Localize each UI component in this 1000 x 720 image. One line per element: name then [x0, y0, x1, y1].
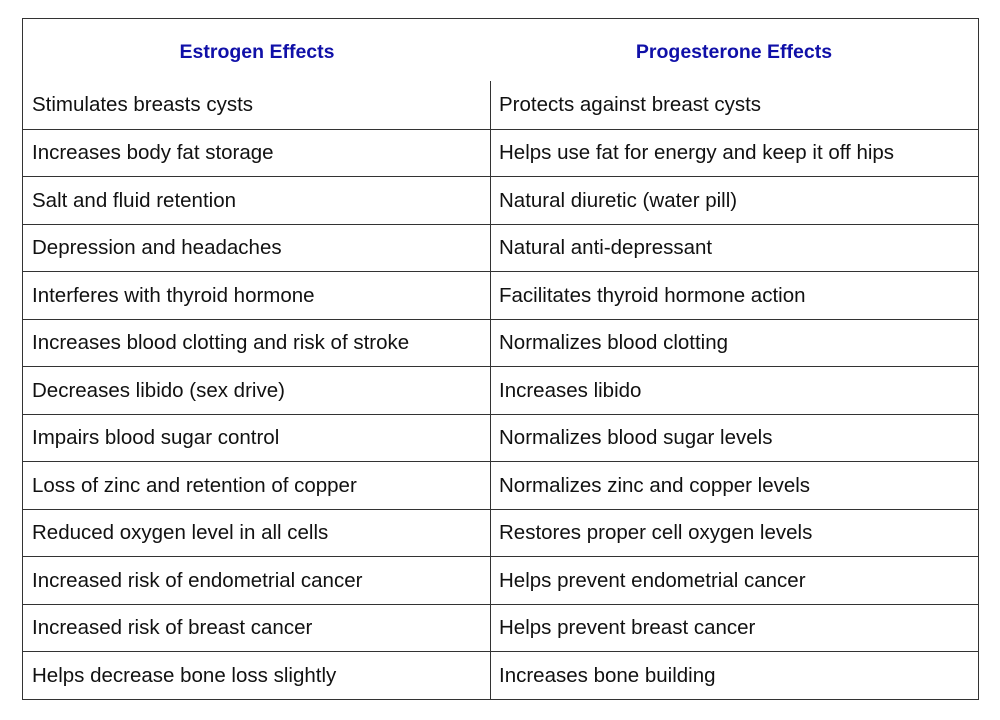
table-row: Decreases libido (sex drive) Increases l…: [23, 366, 978, 414]
header-estrogen-effects: Estrogen Effects: [179, 40, 335, 63]
table-row: Helps decrease bone loss slightly Increa…: [23, 651, 978, 699]
table-row: Salt and fluid retention Natural diureti…: [23, 176, 978, 224]
hormone-effects-table: Estrogen Effects Progesterone Effects St…: [22, 18, 979, 700]
table-row: Interferes with thyroid hormone Facilita…: [23, 271, 978, 319]
table-row: Increases body fat storage Helps use fat…: [23, 128, 978, 176]
progesterone-effect-cell: Helps prevent endometrial cancer: [499, 568, 806, 592]
progesterone-effect-cell: Facilitates thyroid hormone action: [499, 283, 806, 307]
estrogen-effect-cell: Stimulates breasts cysts: [23, 81, 491, 129]
estrogen-effect-cell: Helps decrease bone loss slightly: [23, 652, 491, 699]
table-header-row: Estrogen Effects Progesterone Effects: [23, 19, 978, 81]
table-row: Loss of zinc and retention of copper Nor…: [23, 461, 978, 509]
table-row: Impairs blood sugar control Normalizes b…: [23, 413, 978, 461]
estrogen-effect-cell: Increased risk of breast cancer: [23, 604, 491, 651]
table-row: Increases blood clotting and risk of str…: [23, 318, 978, 366]
progesterone-effect-cell: Natural anti-depressant: [499, 236, 713, 260]
estrogen-effect-cell: Increases body fat storage: [23, 129, 491, 176]
progesterone-effect-cell: Protects against breast cysts: [499, 93, 762, 117]
progesterone-effect-cell: Normalizes zinc and copper levels: [499, 473, 811, 497]
progesterone-effect-cell: Helps use fat for energy and keep it off…: [499, 141, 895, 165]
table-row: Stimulates breasts cysts Protects agains…: [23, 81, 978, 129]
estrogen-effect-cell: Decreases libido (sex drive): [23, 367, 491, 414]
estrogen-effect-cell: Loss of zinc and retention of copper: [23, 462, 491, 509]
table-row: Increased risk of breast cancer Helps pr…: [23, 603, 978, 651]
progesterone-effect-cell: Normalizes blood sugar levels: [499, 426, 773, 450]
estrogen-effect-cell: Impairs blood sugar control: [23, 414, 491, 461]
progesterone-effect-cell: Restores proper cell oxygen levels: [499, 521, 813, 545]
estrogen-effect-cell: Reduced oxygen level in all cells: [23, 509, 491, 556]
progesterone-effect-cell: Increases libido: [499, 378, 642, 402]
progesterone-effect-cell: Helps prevent breast cancer: [499, 616, 756, 640]
progesterone-effect-cell: Increases bone building: [499, 663, 716, 687]
estrogen-effect-cell: Depression and headaches: [23, 224, 491, 271]
table-row: Depression and headaches Natural anti-de…: [23, 223, 978, 271]
progesterone-effect-cell: Natural diuretic (water pill): [499, 188, 738, 212]
estrogen-effect-cell: Interferes with thyroid hormone: [23, 272, 491, 319]
table-row: Reduced oxygen level in all cells Restor…: [23, 508, 978, 556]
header-progesterone-effects: Progesterone Effects: [635, 40, 833, 63]
table-row: Increased risk of endometrial cancer Hel…: [23, 556, 978, 604]
progesterone-effect-cell: Normalizes blood clotting: [499, 331, 729, 355]
estrogen-effect-cell: Salt and fluid retention: [23, 177, 491, 224]
estrogen-effect-cell: Increases blood clotting and risk of str…: [23, 319, 491, 366]
estrogen-effect-cell: Increased risk of endometrial cancer: [23, 557, 491, 604]
